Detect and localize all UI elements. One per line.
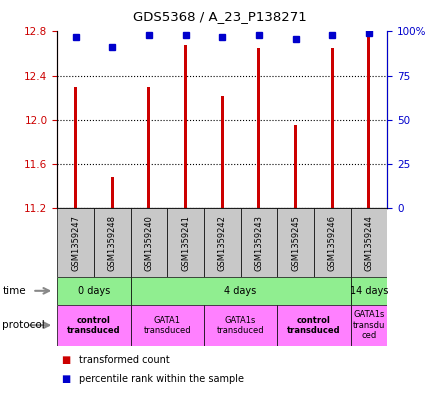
Bar <box>241 208 277 277</box>
Bar <box>167 208 204 277</box>
Bar <box>184 45 187 208</box>
Bar <box>111 177 114 208</box>
Text: 0 days: 0 days <box>78 286 110 296</box>
Bar <box>221 95 224 208</box>
Text: ■: ■ <box>62 354 71 365</box>
Bar <box>331 48 334 208</box>
Bar <box>94 208 131 277</box>
Text: GATA1s
transduced: GATA1s transduced <box>217 316 264 335</box>
Text: GSM1359240: GSM1359240 <box>144 215 154 271</box>
Text: GSM1359243: GSM1359243 <box>254 215 264 271</box>
Bar <box>204 208 241 277</box>
Bar <box>131 277 351 305</box>
Text: GATA1s
transdu
ced: GATA1s transdu ced <box>353 310 385 340</box>
Bar <box>351 277 387 305</box>
Bar <box>57 305 131 346</box>
Bar <box>314 208 351 277</box>
Bar <box>351 208 387 277</box>
Bar <box>57 208 94 277</box>
Text: GSM1359244: GSM1359244 <box>364 215 374 271</box>
Text: time: time <box>2 286 26 296</box>
Bar <box>257 48 260 208</box>
Bar <box>131 208 167 277</box>
Text: 4 days: 4 days <box>224 286 257 296</box>
Text: GSM1359248: GSM1359248 <box>108 215 117 271</box>
Text: 14 days: 14 days <box>350 286 388 296</box>
Bar <box>74 87 77 208</box>
Text: GSM1359242: GSM1359242 <box>218 215 227 271</box>
Text: GSM1359245: GSM1359245 <box>291 215 300 271</box>
Bar <box>294 125 297 208</box>
Text: transformed count: transformed count <box>79 354 170 365</box>
Text: control
transduced: control transduced <box>287 316 341 335</box>
Bar <box>57 277 131 305</box>
Bar <box>277 208 314 277</box>
Text: percentile rank within the sample: percentile rank within the sample <box>79 374 244 384</box>
Text: GDS5368 / A_23_P138271: GDS5368 / A_23_P138271 <box>133 10 307 23</box>
Text: GSM1359247: GSM1359247 <box>71 215 80 271</box>
Bar <box>367 37 370 208</box>
Bar <box>277 305 351 346</box>
Text: GSM1359246: GSM1359246 <box>328 215 337 271</box>
Bar <box>131 305 204 346</box>
Text: GATA1
transduced: GATA1 transduced <box>143 316 191 335</box>
Bar <box>351 305 387 346</box>
Text: GSM1359241: GSM1359241 <box>181 215 190 271</box>
Text: control
transduced: control transduced <box>67 316 121 335</box>
Text: protocol: protocol <box>2 320 45 330</box>
Bar <box>204 305 277 346</box>
Text: ■: ■ <box>62 374 71 384</box>
Bar <box>147 87 150 208</box>
